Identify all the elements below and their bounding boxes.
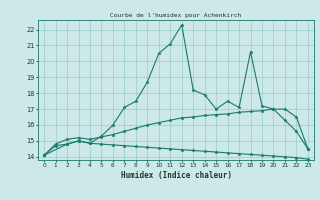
Title: Courbe de l'humidex pour Achenkirch: Courbe de l'humidex pour Achenkirch: [110, 13, 242, 18]
X-axis label: Humidex (Indice chaleur): Humidex (Indice chaleur): [121, 171, 231, 180]
